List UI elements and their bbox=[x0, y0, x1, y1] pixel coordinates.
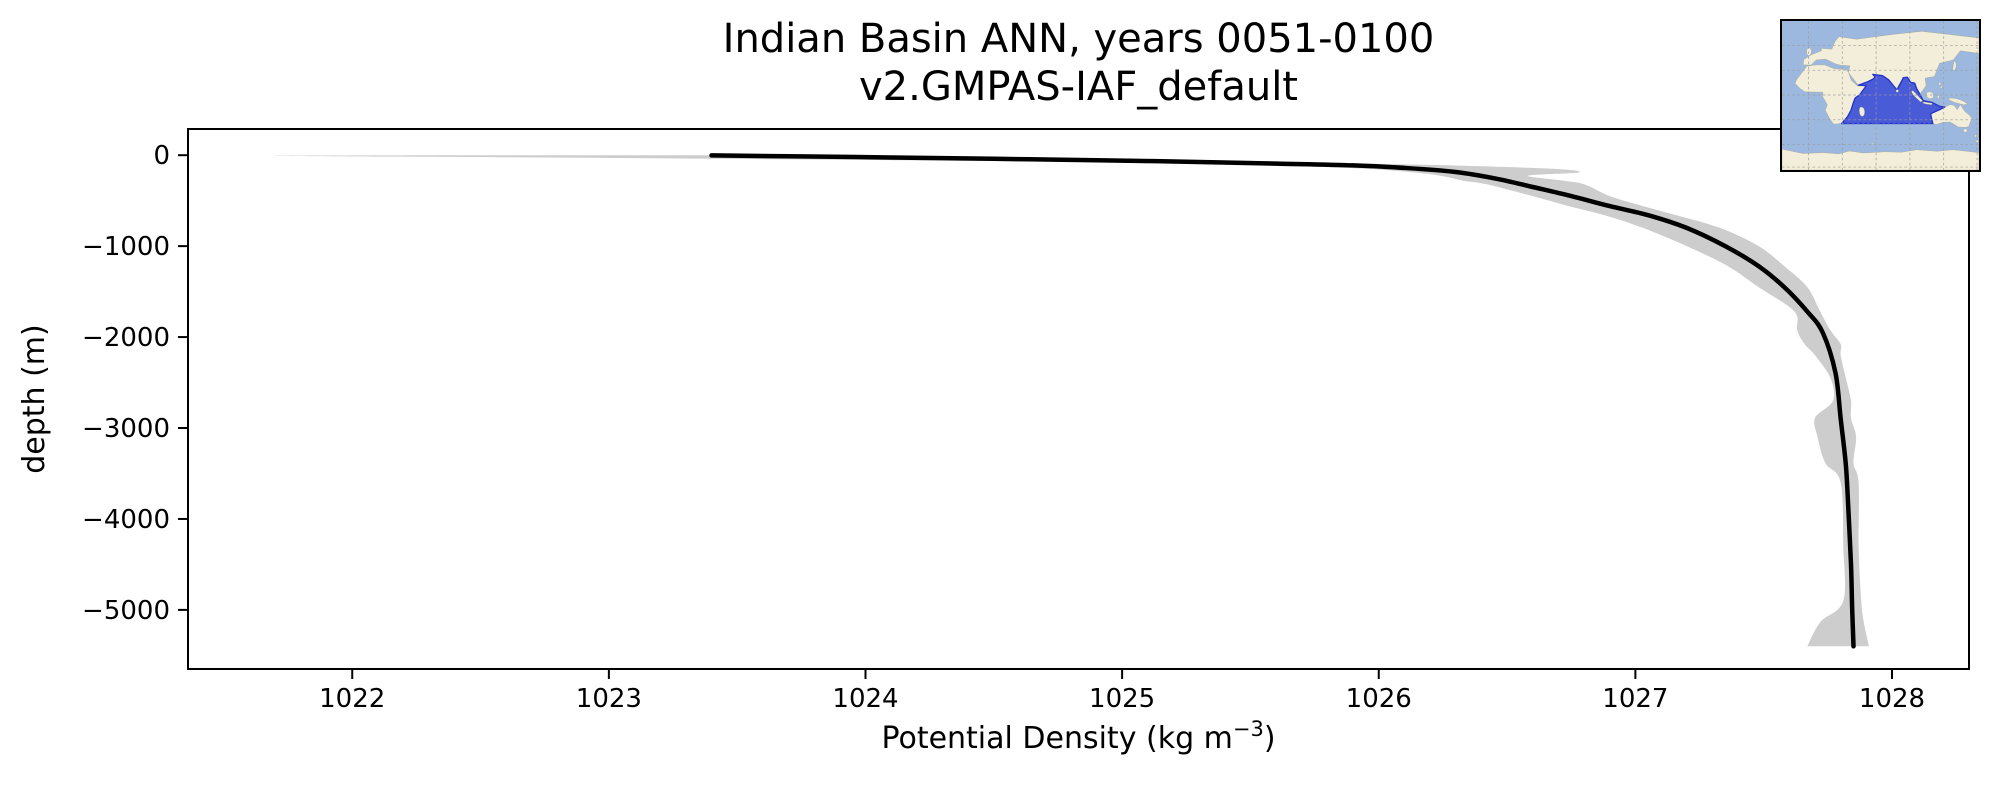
map-land-antarctica bbox=[1782, 148, 1979, 170]
map-land-tasmania bbox=[1963, 128, 1968, 133]
map-land-java bbox=[1922, 101, 1933, 105]
map-land-japan bbox=[1952, 60, 1957, 71]
x-tick-label: 1026 bbox=[1346, 684, 1412, 714]
map-land-new-zealand-south bbox=[1975, 139, 1979, 143]
map-land-philippines bbox=[1938, 82, 1942, 86]
x-tick-label: 1023 bbox=[576, 684, 642, 714]
map-land-kerguelen bbox=[1871, 142, 1874, 145]
x-tick-label: 1028 bbox=[1859, 684, 1925, 714]
axes-frame bbox=[187, 128, 1970, 670]
y-tick-label: −3000 bbox=[82, 414, 170, 444]
y-axis-label: depth (m) bbox=[17, 324, 52, 474]
map-land-britain bbox=[1806, 47, 1812, 56]
mean-profile-line bbox=[709, 153, 1856, 649]
map-land-sumatra bbox=[1911, 90, 1923, 103]
map-land-new-zealand bbox=[1974, 134, 1977, 138]
chart-title-line1: Indian Basin ANN, years 0051-0100 bbox=[723, 16, 1435, 62]
map-land-new-guinea bbox=[1948, 98, 1969, 105]
map-land-sri-lanka bbox=[1895, 89, 1899, 93]
y-tick-label: 0 bbox=[153, 141, 170, 171]
y-tick-label: −5000 bbox=[82, 596, 170, 626]
map-land-sulawesi bbox=[1937, 94, 1940, 100]
y-tick-label: −2000 bbox=[82, 323, 170, 353]
x-tick-label: 1024 bbox=[832, 684, 898, 714]
x-tick-label: 1027 bbox=[1602, 684, 1668, 714]
x-axis-label: Potential Density (kg m−3) bbox=[881, 717, 1275, 756]
map-gridlines bbox=[1782, 21, 1979, 170]
map-land-philippines-2 bbox=[1940, 86, 1943, 89]
x-tick-label: 1022 bbox=[319, 684, 385, 714]
x-tick-label: 1025 bbox=[1089, 684, 1155, 714]
y-tick-label: −1000 bbox=[82, 232, 170, 262]
inset-map bbox=[1780, 19, 1981, 172]
std-dev-band bbox=[266, 155, 1869, 647]
map-land-australia bbox=[1930, 104, 1972, 128]
chart-title-line2: v2.GMPAS-IAF_default bbox=[859, 64, 1298, 110]
map-land-madagascar bbox=[1859, 106, 1865, 117]
y-tick-label: −4000 bbox=[82, 505, 170, 535]
world-map bbox=[1782, 21, 1979, 170]
